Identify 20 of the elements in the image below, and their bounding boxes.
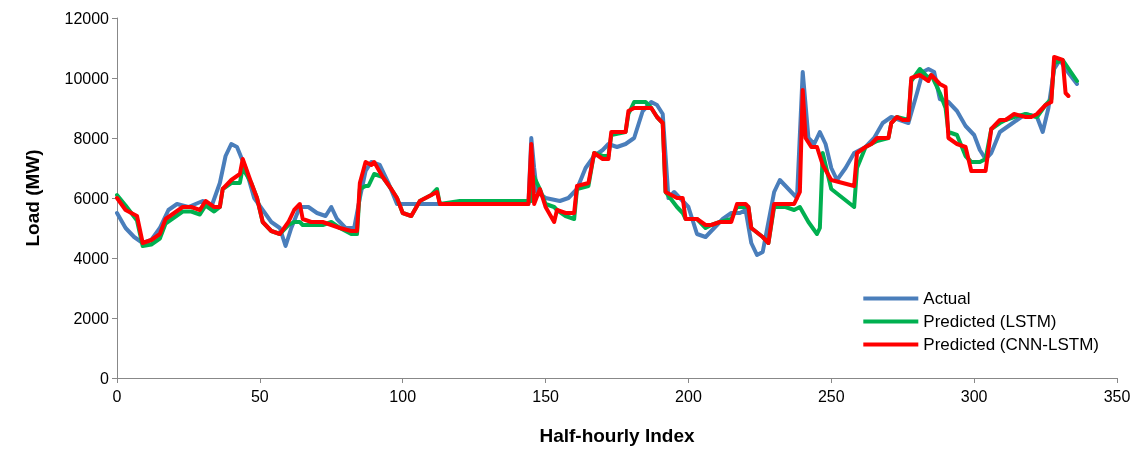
x-tick-label: 100 xyxy=(389,387,417,405)
x-tick-label: 200 xyxy=(675,387,702,405)
y-tick-label: 0 xyxy=(100,369,110,387)
x-tick-label: 350 xyxy=(1103,387,1131,405)
x-tick-label: 0 xyxy=(112,387,122,405)
y-tick-label: 6000 xyxy=(73,189,110,207)
y-tick-label: 12000 xyxy=(64,9,110,27)
y-tick-label: 10000 xyxy=(64,69,110,87)
x-tick-label: 300 xyxy=(960,387,988,405)
x-axis-title: Half-hourly Index xyxy=(539,425,696,446)
legend-label: Actual xyxy=(923,289,971,308)
legend-label: Predicted (LSTM) xyxy=(923,312,1057,331)
y-axis-title: Load (MW) xyxy=(22,149,43,247)
legend-label: Predicted (CNN-LSTM) xyxy=(923,335,1100,354)
y-tick-label: 2000 xyxy=(73,309,110,327)
x-tick-label: 50 xyxy=(250,387,269,405)
y-tick-label: 8000 xyxy=(73,129,110,147)
x-tick-label: 250 xyxy=(817,387,845,405)
y-tick-label: 4000 xyxy=(73,249,110,267)
x-tick-label: 150 xyxy=(532,387,560,405)
